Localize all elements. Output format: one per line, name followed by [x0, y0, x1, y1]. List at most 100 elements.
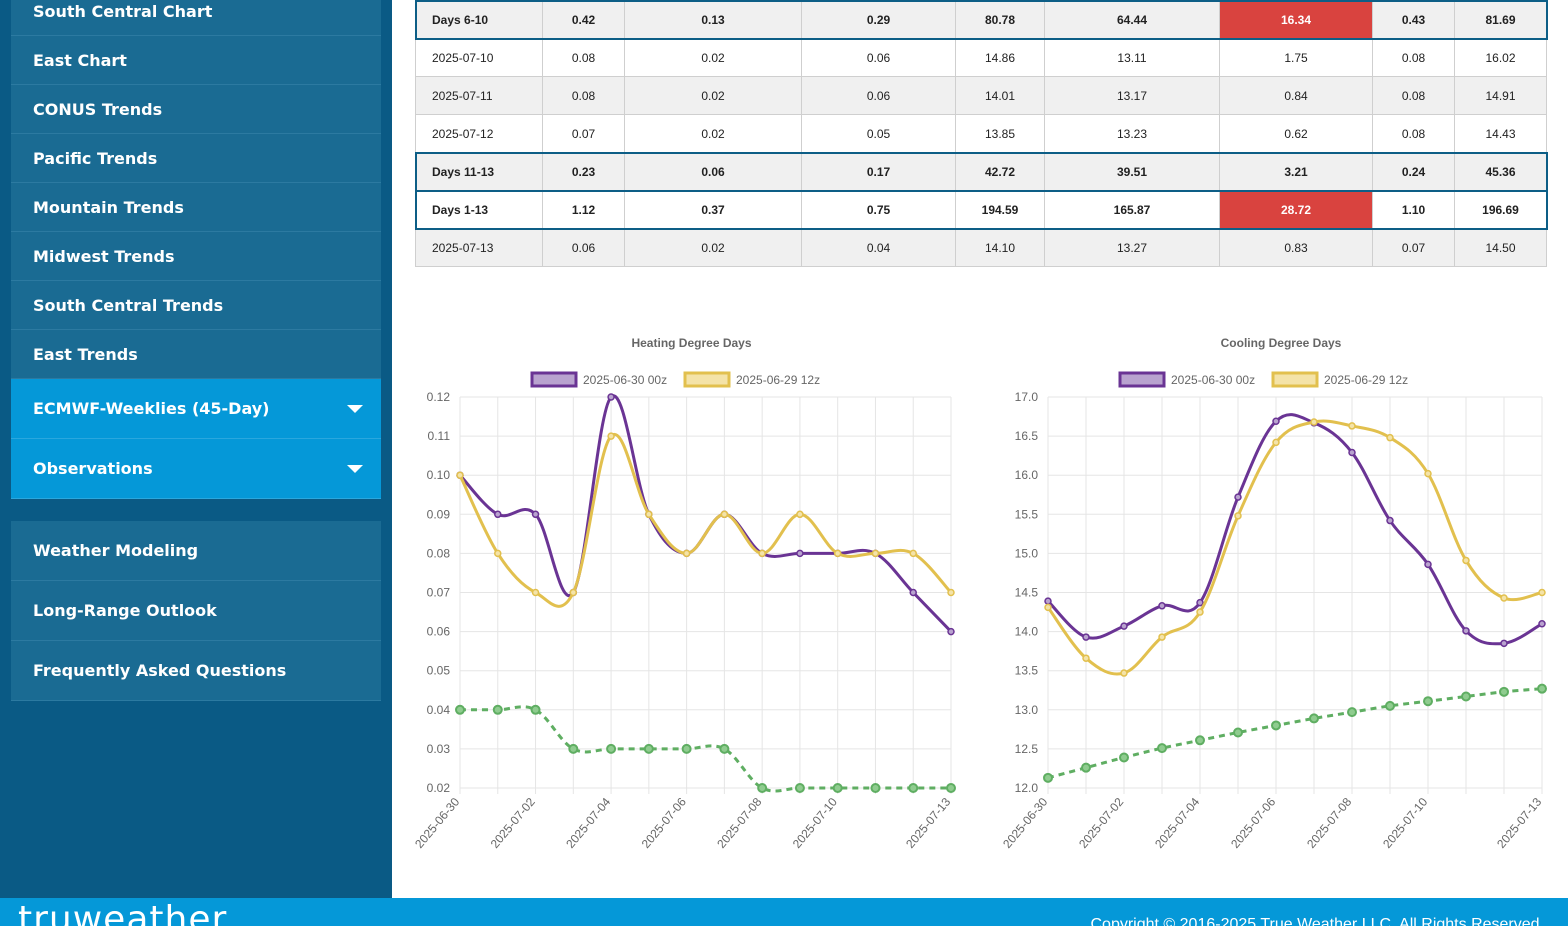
- legend-swatch[interactable]: [1271, 371, 1319, 388]
- sidebar-item-long-range-outlook[interactable]: Long-Range Outlook: [11, 581, 381, 641]
- data-point[interactable]: [1158, 602, 1166, 610]
- data-point[interactable]: [909, 549, 917, 558]
- sidebar-item-conus-trends[interactable]: CONUS Trends: [11, 85, 381, 134]
- data-point[interactable]: [719, 743, 730, 754]
- sidebar-dropdown-ecmwf-weeklies[interactable]: ECMWF-Weeklies (45-Day): [11, 379, 381, 439]
- data-point[interactable]: [1044, 597, 1052, 605]
- data-point[interactable]: [832, 783, 843, 793]
- legend-label[interactable]: 2025-06-29 12z: [736, 373, 820, 387]
- sidebar-item-south-central-trends[interactable]: South Central Trends: [11, 281, 381, 330]
- data-point[interactable]: [1196, 608, 1204, 616]
- sidebar-item-pacific-trends[interactable]: Pacific Trends: [11, 134, 381, 183]
- sidebar-item-east-chart[interactable]: East Chart: [11, 36, 381, 85]
- sidebar-item-east-trends[interactable]: East Trends: [11, 330, 381, 379]
- legend-swatch[interactable]: [683, 371, 731, 388]
- data-point[interactable]: [1499, 686, 1509, 697]
- data-point[interactable]: [492, 704, 503, 715]
- data-point[interactable]: [794, 783, 805, 793]
- data-point[interactable]: [1157, 743, 1167, 754]
- data-point[interactable]: [1500, 594, 1508, 602]
- data-point[interactable]: [1424, 469, 1432, 478]
- data-point[interactable]: [1081, 762, 1091, 773]
- data-point[interactable]: [1538, 588, 1546, 597]
- data-point[interactable]: [1310, 418, 1318, 426]
- data-point[interactable]: [1233, 727, 1243, 738]
- data-point[interactable]: [607, 393, 615, 401]
- data-point[interactable]: [1386, 516, 1394, 525]
- data-point[interactable]: [1348, 422, 1356, 430]
- data-point[interactable]: [1196, 598, 1204, 607]
- data-point[interactable]: [1195, 735, 1205, 746]
- data-point[interactable]: [1462, 556, 1470, 565]
- data-point[interactable]: [1234, 512, 1242, 520]
- data-point[interactable]: [871, 549, 880, 558]
- data-point[interactable]: [531, 588, 540, 597]
- data-point[interactable]: [947, 627, 955, 636]
- sidebar-item-south-central-chart[interactable]: South Central Chart: [11, 0, 381, 36]
- data-point[interactable]: [796, 510, 804, 519]
- sidebar-item-midwest-trends[interactable]: Midwest Trends: [11, 232, 381, 281]
- data-point[interactable]: [1348, 448, 1356, 457]
- data-point[interactable]: [643, 743, 654, 754]
- data-point[interactable]: [1158, 633, 1166, 641]
- brand-logo[interactable]: truweather: [18, 899, 228, 926]
- data-point[interactable]: [947, 588, 955, 597]
- data-point[interactable]: [1424, 560, 1432, 569]
- data-point[interactable]: [569, 588, 578, 597]
- data-point[interactable]: [1537, 683, 1547, 694]
- data-point[interactable]: [681, 743, 692, 754]
- sidebar-item-weather-modeling[interactable]: Weather Modeling: [11, 521, 381, 581]
- table-row-label: 2025-07-10: [415, 38, 543, 77]
- legend-swatch[interactable]: [530, 371, 578, 388]
- data-point[interactable]: [908, 783, 919, 793]
- data-point[interactable]: [494, 549, 502, 558]
- data-point[interactable]: [720, 510, 729, 519]
- data-point[interactable]: [1385, 700, 1395, 711]
- data-point[interactable]: [1462, 627, 1470, 635]
- data-point[interactable]: [1386, 433, 1394, 442]
- data-point[interactable]: [607, 432, 615, 440]
- data-point[interactable]: [909, 588, 917, 597]
- data-point[interactable]: [833, 549, 842, 558]
- data-point[interactable]: [1043, 772, 1053, 783]
- y-tick-label: 12.5: [1015, 742, 1039, 756]
- data-point[interactable]: [1119, 752, 1129, 763]
- data-point[interactable]: [645, 510, 653, 519]
- x-tick-label: 2025-07-02: [488, 795, 538, 851]
- data-point[interactable]: [1461, 691, 1471, 702]
- data-point[interactable]: [1309, 713, 1319, 724]
- data-point[interactable]: [870, 783, 881, 793]
- data-point[interactable]: [530, 704, 541, 715]
- data-point[interactable]: [1272, 438, 1280, 447]
- data-point[interactable]: [1044, 603, 1052, 612]
- data-point[interactable]: [682, 549, 691, 558]
- data-point[interactable]: [1234, 493, 1242, 501]
- legend-label[interactable]: 2025-06-30 00z: [1171, 373, 1255, 387]
- data-point[interactable]: [1082, 654, 1090, 662]
- data-point[interactable]: [946, 783, 956, 793]
- data-point[interactable]: [758, 549, 766, 558]
- data-point[interactable]: [1347, 707, 1357, 718]
- data-point[interactable]: [796, 549, 804, 558]
- data-point[interactable]: [1423, 696, 1433, 707]
- sidebar-dropdown-observations[interactable]: Observations: [11, 439, 381, 499]
- data-point[interactable]: [1120, 669, 1128, 677]
- data-point[interactable]: [1272, 417, 1280, 425]
- data-point[interactable]: [568, 743, 579, 754]
- data-point[interactable]: [1082, 633, 1090, 641]
- data-point[interactable]: [1120, 622, 1128, 630]
- data-point[interactable]: [1500, 639, 1508, 648]
- sidebar-item-mountain-trends[interactable]: Mountain Trends: [11, 183, 381, 232]
- data-point[interactable]: [455, 704, 465, 715]
- data-point[interactable]: [531, 510, 540, 519]
- legend-label[interactable]: 2025-06-29 12z: [1324, 373, 1408, 387]
- data-point[interactable]: [1271, 720, 1281, 731]
- data-point[interactable]: [494, 510, 502, 519]
- data-point[interactable]: [757, 783, 768, 793]
- legend-swatch[interactable]: [1118, 371, 1166, 388]
- data-point[interactable]: [1538, 620, 1546, 628]
- data-point[interactable]: [606, 743, 617, 754]
- sidebar-item-faq[interactable]: Frequently Asked Questions: [11, 641, 381, 701]
- data-point[interactable]: [456, 471, 464, 479]
- legend-label[interactable]: 2025-06-30 00z: [583, 373, 667, 387]
